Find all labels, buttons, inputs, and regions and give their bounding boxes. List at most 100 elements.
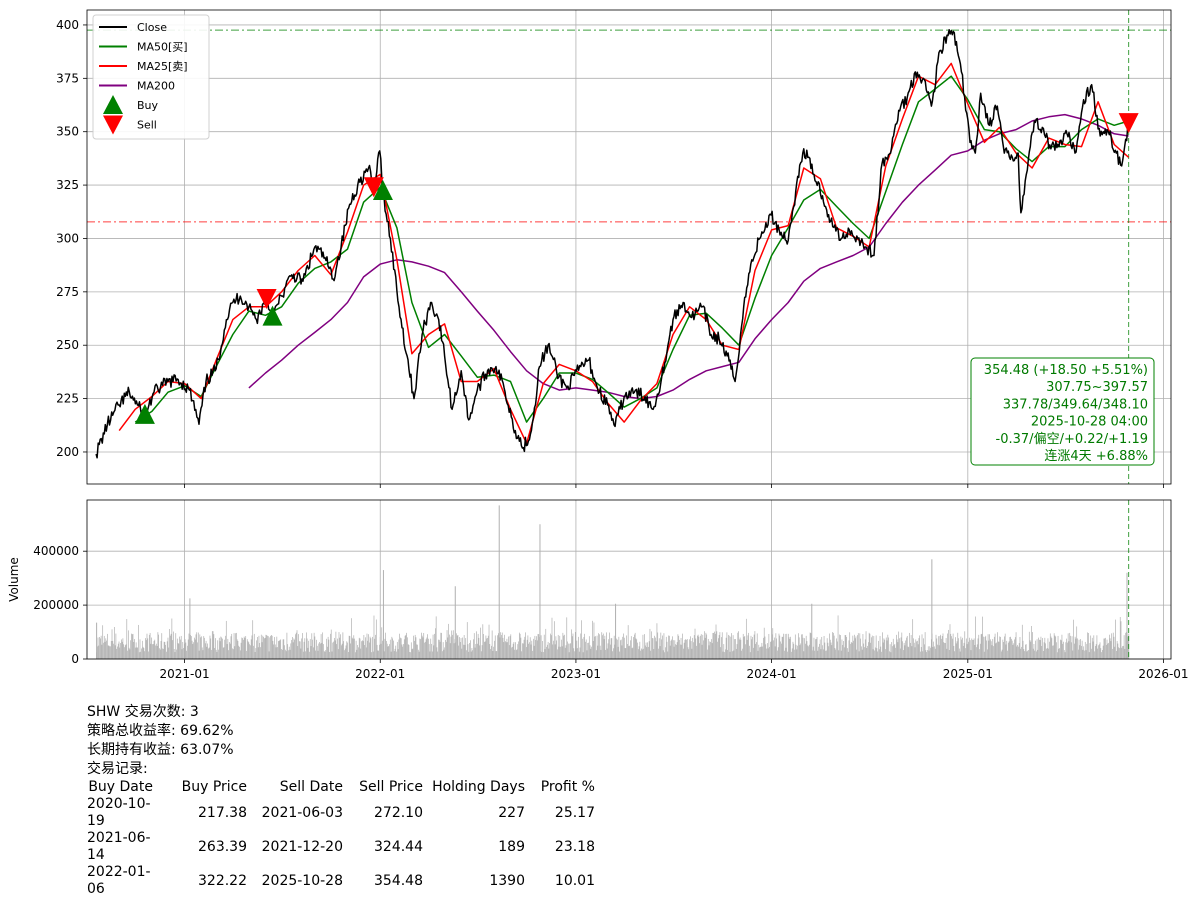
volume-bar — [622, 636, 624, 659]
volume-bar — [954, 651, 956, 659]
volume-bar — [750, 635, 752, 659]
volume-bar — [712, 632, 714, 659]
volume-bar — [679, 644, 681, 659]
volume-bar — [878, 640, 879, 659]
volume-bar — [1126, 572, 1128, 659]
volume-bar — [508, 645, 510, 659]
volume-bar — [454, 586, 456, 659]
volume-bar — [1024, 651, 1025, 659]
volume-bar — [335, 631, 337, 659]
volume-bar — [887, 634, 889, 659]
volume-bar — [157, 632, 159, 659]
volume-bar — [1074, 643, 1075, 659]
volume-bar — [1076, 626, 1078, 659]
volume-bar — [417, 649, 419, 659]
volume-bar — [711, 643, 713, 659]
volume-bar — [571, 636, 573, 659]
volume-bar — [378, 650, 379, 659]
volume-bar — [646, 647, 648, 659]
volume-bar — [239, 646, 240, 659]
volume-bar — [402, 646, 404, 659]
volume-bar — [300, 648, 302, 659]
volume-bar — [520, 637, 522, 659]
volume-bar — [383, 651, 385, 659]
volume-bar — [837, 615, 839, 659]
volume-bar — [307, 647, 309, 659]
volume-bar — [595, 636, 596, 659]
volume-bar — [871, 637, 872, 659]
volume-bar — [466, 622, 468, 659]
volume-bar — [947, 633, 949, 659]
volume-bar — [585, 641, 586, 659]
volume-bar — [184, 639, 186, 659]
volume-bar — [889, 651, 890, 659]
volume-bar — [835, 649, 837, 659]
volume-bar — [1060, 640, 1062, 659]
volume-bar — [930, 639, 932, 659]
volume-bar — [794, 634, 796, 659]
volume-bar — [605, 649, 606, 659]
volume-bar — [387, 646, 389, 659]
volume-bar — [137, 647, 139, 659]
volume-bar — [408, 644, 410, 659]
volume-bar — [1085, 650, 1087, 659]
volume-bar — [1003, 641, 1004, 659]
volume-bar — [844, 635, 846, 659]
volume-bar — [239, 650, 241, 659]
volume-bar — [289, 649, 291, 659]
volume-bar — [845, 635, 847, 659]
volume-bar — [526, 639, 528, 659]
volume-bar — [1112, 632, 1114, 659]
volume-bar — [943, 642, 945, 659]
volume-bar — [644, 645, 646, 659]
volume-bar — [687, 647, 689, 659]
volume-bar — [168, 647, 170, 659]
volume-bar — [273, 644, 275, 659]
volume-bar — [827, 642, 829, 659]
volume-bar — [1048, 648, 1050, 659]
volume-bar — [152, 644, 154, 659]
volume-bar — [97, 637, 99, 659]
volume-bar — [442, 651, 443, 659]
volume-bar — [688, 649, 690, 659]
volume-bar — [291, 639, 292, 659]
volume-bar — [928, 650, 930, 659]
volume-bar — [939, 636, 941, 659]
volume-bar — [633, 637, 634, 659]
volume-bar — [401, 644, 403, 659]
volume-bar — [154, 639, 156, 659]
volume-bar — [676, 644, 677, 659]
volume-bar — [182, 641, 184, 659]
volume-bar — [749, 645, 750, 659]
volume-bar — [1081, 640, 1083, 659]
price-y-tick-label: 275 — [56, 285, 79, 299]
header-sell-date: Sell Date — [279, 779, 343, 795]
volume-bar — [812, 650, 813, 659]
volume-bar — [540, 635, 542, 659]
volume-bar — [138, 652, 140, 659]
volume-bar — [295, 632, 297, 659]
volume-bar — [204, 637, 205, 659]
volume-bar — [275, 647, 277, 659]
volume-bar — [1094, 651, 1095, 659]
volume-bar — [1046, 648, 1048, 659]
volume-bar — [736, 644, 738, 659]
price-y-tick-label: 325 — [56, 178, 79, 192]
volume-bar — [595, 650, 597, 659]
volume-bar — [270, 635, 271, 659]
volume-bar — [873, 636, 875, 659]
volume-bar — [604, 635, 606, 659]
volume-bar — [494, 635, 496, 659]
volume-bar — [424, 641, 426, 659]
volume-bar — [770, 641, 771, 659]
volume-bar — [132, 633, 134, 659]
volume-bar — [113, 643, 114, 659]
volume-bar — [304, 638, 306, 659]
cell-sell-price: 354.48 — [374, 872, 423, 889]
volume-bar — [525, 647, 527, 659]
volume-bar — [414, 634, 416, 659]
volume-bar — [763, 637, 764, 659]
volume-bar — [1122, 646, 1123, 659]
volume-bar — [742, 648, 743, 659]
volume-bar — [848, 640, 850, 659]
